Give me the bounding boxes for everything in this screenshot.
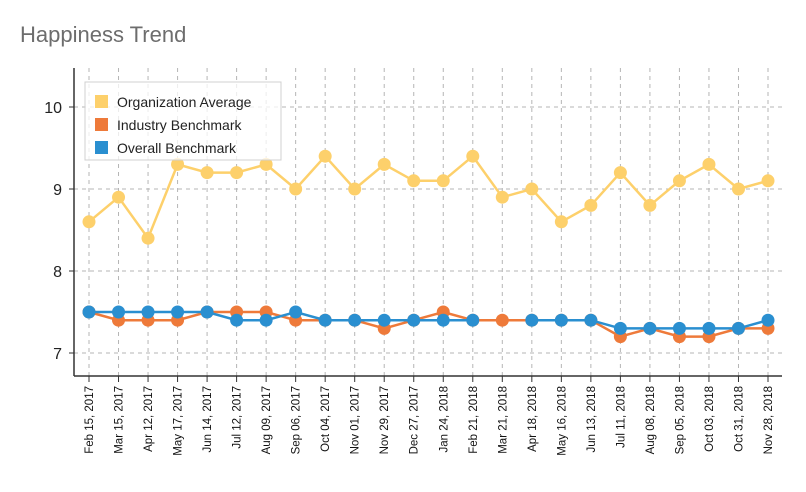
data-point [259, 313, 273, 327]
x-tick-label: Apr 12, 2017 [143, 386, 155, 452]
legend-swatch [95, 118, 108, 131]
x-tick-label: Jun 14, 2017 [202, 386, 214, 453]
data-point [407, 174, 421, 188]
data-point [112, 305, 126, 319]
x-tick-label: May 16, 2018 [556, 386, 568, 456]
data-point [761, 174, 775, 188]
data-point [377, 313, 391, 327]
data-point [318, 149, 332, 163]
y-tick-label: 7 [53, 346, 62, 363]
y-axis-ticks: 7 8 9 10 [44, 100, 74, 363]
data-point [171, 305, 185, 319]
data-point [230, 166, 244, 180]
x-tick-label: Feb 21, 2018 [468, 386, 480, 454]
data-point [259, 157, 273, 171]
data-point [495, 190, 509, 204]
data-point [436, 174, 450, 188]
legend-label: Organization Average [117, 94, 252, 110]
data-point [141, 305, 155, 319]
legend-label: Industry Benchmark [117, 117, 242, 133]
data-point [377, 157, 391, 171]
data-point [525, 182, 539, 196]
data-point [466, 313, 480, 327]
x-tick-label: Sep 05, 2018 [674, 386, 686, 454]
x-tick-label: Jan 24, 2018 [438, 386, 450, 453]
x-tick-label: Mar 15, 2017 [114, 386, 126, 454]
data-point [643, 198, 657, 212]
data-point [761, 313, 775, 327]
series-overall-benchmark [82, 305, 775, 335]
series-line [88, 154, 769, 241]
data-point [672, 174, 686, 188]
x-tick-label: Sep 06, 2017 [291, 386, 303, 454]
x-tick-label: Aug 09, 2017 [261, 386, 273, 454]
x-tick-label: Oct 03, 2018 [704, 386, 716, 452]
data-point [436, 313, 450, 327]
data-point [318, 313, 332, 327]
data-point [141, 231, 155, 245]
data-point [289, 305, 303, 319]
x-axis-ticks: Feb 15, 2017 Mar 15, 2017 Apr 12, 2017 May … [84, 376, 775, 456]
data-point [82, 305, 96, 319]
x-tick-label: Nov 29, 2017 [379, 386, 391, 454]
x-tick-label: Oct 31, 2018 [733, 386, 745, 452]
x-tick-label: Oct 04, 2017 [320, 386, 332, 452]
data-point [554, 215, 568, 229]
x-tick-label: Aug 08, 2018 [645, 386, 657, 454]
x-tick-label: Jul 11, 2018 [615, 386, 627, 448]
data-point [230, 313, 244, 327]
x-tick-label: Jun 13, 2018 [586, 386, 598, 453]
data-point [289, 182, 303, 196]
x-tick-label: Dec 27, 2017 [409, 386, 421, 454]
data-point [731, 321, 745, 335]
y-tick-label: 9 [53, 182, 62, 199]
x-tick-label: Nov 28, 2018 [763, 386, 775, 454]
series-line [89, 310, 769, 330]
data-point [348, 313, 362, 327]
data-point [672, 321, 686, 335]
x-tick-label: Jul 12, 2017 [232, 386, 244, 449]
x-tick-label: Mar 21, 2018 [497, 386, 509, 454]
x-tick-label: Apr 18, 2018 [527, 386, 539, 452]
data-point [613, 321, 627, 335]
data-point [82, 215, 96, 229]
data-point [348, 182, 362, 196]
series-organization-average [82, 149, 775, 245]
legend-box [84, 81, 282, 161]
legend: Organization Average Industry Benchmark Ov… [84, 81, 282, 161]
axes [73, 68, 782, 377]
data-point [495, 313, 509, 327]
data-point [613, 166, 627, 180]
data-point [702, 157, 716, 171]
series-group [82, 149, 775, 344]
y-tick-label: 10 [44, 100, 62, 117]
x-tick-label: May 17, 2017 [173, 386, 185, 456]
y-tick-label: 8 [53, 264, 62, 281]
data-point [584, 313, 598, 327]
x-tick-label: Feb 15, 2017 [84, 386, 96, 454]
data-point [407, 313, 421, 327]
legend-swatch [95, 141, 108, 154]
data-point [731, 182, 745, 196]
data-point [200, 305, 214, 319]
chart-title: Happiness Trend [20, 22, 187, 47]
data-point [702, 321, 716, 335]
data-point [112, 190, 126, 204]
data-point [200, 166, 214, 180]
data-point [584, 198, 598, 212]
x-tick-label: Nov 01, 2017 [350, 386, 362, 454]
legend-swatch [95, 95, 108, 108]
data-point [525, 313, 539, 327]
data-point [643, 321, 657, 335]
data-point [554, 313, 568, 327]
series-line [88, 310, 768, 338]
data-point [466, 149, 480, 163]
data-point [171, 157, 185, 171]
legend-label: Overall Benchmark [117, 140, 237, 156]
